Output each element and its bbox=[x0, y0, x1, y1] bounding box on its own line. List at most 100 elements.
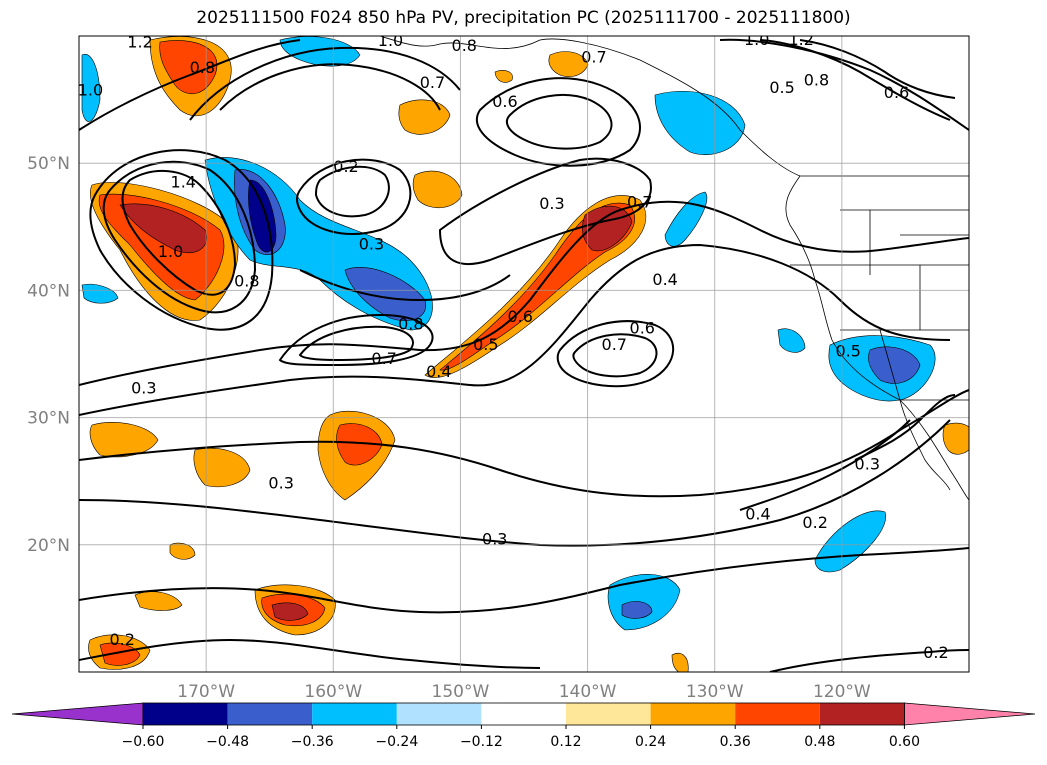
precip-positive-area bbox=[193, 447, 251, 488]
contour-label: 0.2 bbox=[333, 157, 358, 176]
lat-tick-label: 20°N bbox=[27, 536, 70, 556]
pv-contour bbox=[556, 320, 675, 388]
precip-negative-area bbox=[654, 90, 746, 155]
pv-contour bbox=[769, 649, 969, 672]
colorbar-segment bbox=[735, 703, 820, 725]
north-america-coastline bbox=[785, 175, 969, 501]
contour-label: 0.7 bbox=[627, 193, 652, 212]
colorbar-tick-label: −0.60 bbox=[122, 734, 165, 750]
contour-label: 0.6 bbox=[492, 92, 517, 111]
precip-positive-area bbox=[671, 652, 689, 672]
lon-tick-label: 120°W bbox=[813, 682, 871, 702]
map-frame bbox=[78, 35, 970, 673]
pv-contour bbox=[79, 638, 541, 669]
pv-contour bbox=[79, 389, 969, 498]
contour-label: 0.6 bbox=[884, 83, 909, 102]
contour-label: 0.7 bbox=[581, 48, 606, 67]
precip-strong-area bbox=[99, 642, 141, 666]
pv-contour bbox=[219, 63, 441, 111]
contour-label: 0.5 bbox=[473, 335, 498, 354]
contour-label: 1.0 bbox=[78, 81, 103, 100]
state-border bbox=[790, 209, 969, 401]
pv-contour bbox=[79, 200, 969, 386]
pv-contour bbox=[719, 38, 969, 131]
pv-contour bbox=[79, 243, 951, 416]
contour-label: 0.3 bbox=[855, 455, 880, 474]
precip-strong-negative-area bbox=[868, 346, 921, 384]
contour-label: 1.0 bbox=[378, 31, 403, 50]
contour-label: 0.7 bbox=[371, 349, 396, 368]
colorbar-tick-label: 0.48 bbox=[804, 734, 835, 750]
lon-tick-label: 140°W bbox=[559, 682, 617, 702]
colorbar-tick-label: −0.12 bbox=[460, 734, 503, 750]
colorbar-segment bbox=[650, 703, 736, 725]
contour-label: 0.4 bbox=[426, 362, 451, 381]
contour-label: 0.5 bbox=[769, 78, 794, 97]
contour-label: 0.3 bbox=[482, 530, 507, 549]
contour-label: 0.4 bbox=[652, 270, 677, 289]
pv-contour bbox=[121, 169, 237, 296]
land-layer bbox=[379, 36, 969, 501]
longitude-tick-labels: 170°W 160°W 150°W 140°W 130°W 120°W bbox=[177, 682, 871, 702]
precip-very-strong-area bbox=[271, 602, 309, 621]
precip-negative-area bbox=[81, 283, 119, 304]
graticule-grid bbox=[79, 36, 969, 672]
contour-label: 0.6 bbox=[507, 307, 532, 326]
pv-contour bbox=[438, 157, 652, 265]
lon-tick-label: 170°W bbox=[177, 682, 235, 702]
precip-strong-negative-area bbox=[344, 267, 427, 321]
precip-positive-area bbox=[412, 170, 463, 208]
chart-title: 2025111500 F024 850 hPa PV, precipitatio… bbox=[196, 8, 851, 28]
map-plot-area: 1.20.81.01.0 0.80.70.70.61.0 1.20.80.5 0.60… bbox=[78, 30, 969, 672]
pv-contour bbox=[314, 165, 390, 218]
contour-label: 0.2 bbox=[923, 643, 948, 662]
precip-negative-area bbox=[777, 328, 806, 353]
lat-tick-label: 40°N bbox=[27, 281, 70, 301]
pv-contour bbox=[298, 325, 414, 362]
pv-contour bbox=[89, 149, 274, 331]
colorbar-segment bbox=[396, 703, 482, 725]
baja-coastline bbox=[899, 399, 951, 491]
contour-label: 0.7 bbox=[602, 335, 627, 354]
colorbar-segment bbox=[481, 703, 566, 725]
colorbar-segment bbox=[143, 703, 228, 725]
contour-label-layer: 1.20.81.01.0 0.80.70.70.61.0 1.20.80.5 0.60… bbox=[78, 30, 949, 662]
pv-contour bbox=[79, 547, 969, 614]
pv-contour bbox=[278, 313, 434, 367]
contour-label: 0.5 bbox=[835, 341, 860, 360]
colorbar-extend-high bbox=[904, 702, 1036, 726]
colorbar-tick-label: −0.36 bbox=[291, 734, 334, 750]
colorbar-frame bbox=[142, 702, 905, 726]
pv-contour bbox=[759, 39, 951, 121]
contour-label: 0.3 bbox=[268, 474, 293, 493]
pv-contour-layer bbox=[79, 38, 969, 672]
colorbar-tick-label: −0.24 bbox=[375, 734, 418, 750]
contour-label: 0.3 bbox=[359, 235, 384, 254]
colorbar-tick-label: 0.36 bbox=[720, 734, 751, 750]
precip-positive-area bbox=[494, 70, 513, 83]
colorbar-extend-low bbox=[11, 702, 144, 726]
contour-label: 0.4 bbox=[745, 504, 770, 523]
contour-label: 0.3 bbox=[539, 194, 564, 213]
precip-positive-area bbox=[169, 542, 196, 560]
precip-very-strong-area bbox=[119, 203, 207, 254]
contour-label: 0.3 bbox=[131, 378, 156, 397]
pv-contour bbox=[739, 419, 911, 511]
contour-label: 0.2 bbox=[802, 513, 827, 532]
precip-strong-negative-area bbox=[621, 601, 653, 619]
contour-label: 1.2 bbox=[788, 30, 813, 49]
alaska-coastline bbox=[379, 36, 801, 177]
colorbar-tick-label: 0.60 bbox=[889, 734, 920, 750]
pv-contour bbox=[102, 160, 257, 314]
pv-contour bbox=[506, 94, 613, 150]
pv-contour bbox=[296, 158, 412, 235]
lon-tick-label: 130°W bbox=[686, 682, 744, 702]
colorbar-tick-label: −0.48 bbox=[206, 734, 249, 750]
contour-label: 1.0 bbox=[158, 242, 183, 261]
lon-tick-label: 150°W bbox=[432, 682, 490, 702]
precip-positive-area bbox=[398, 99, 451, 135]
contour-label: 1.2 bbox=[127, 32, 152, 51]
lat-tick-label: 30°N bbox=[27, 409, 70, 429]
precip-positive-area bbox=[942, 422, 969, 455]
